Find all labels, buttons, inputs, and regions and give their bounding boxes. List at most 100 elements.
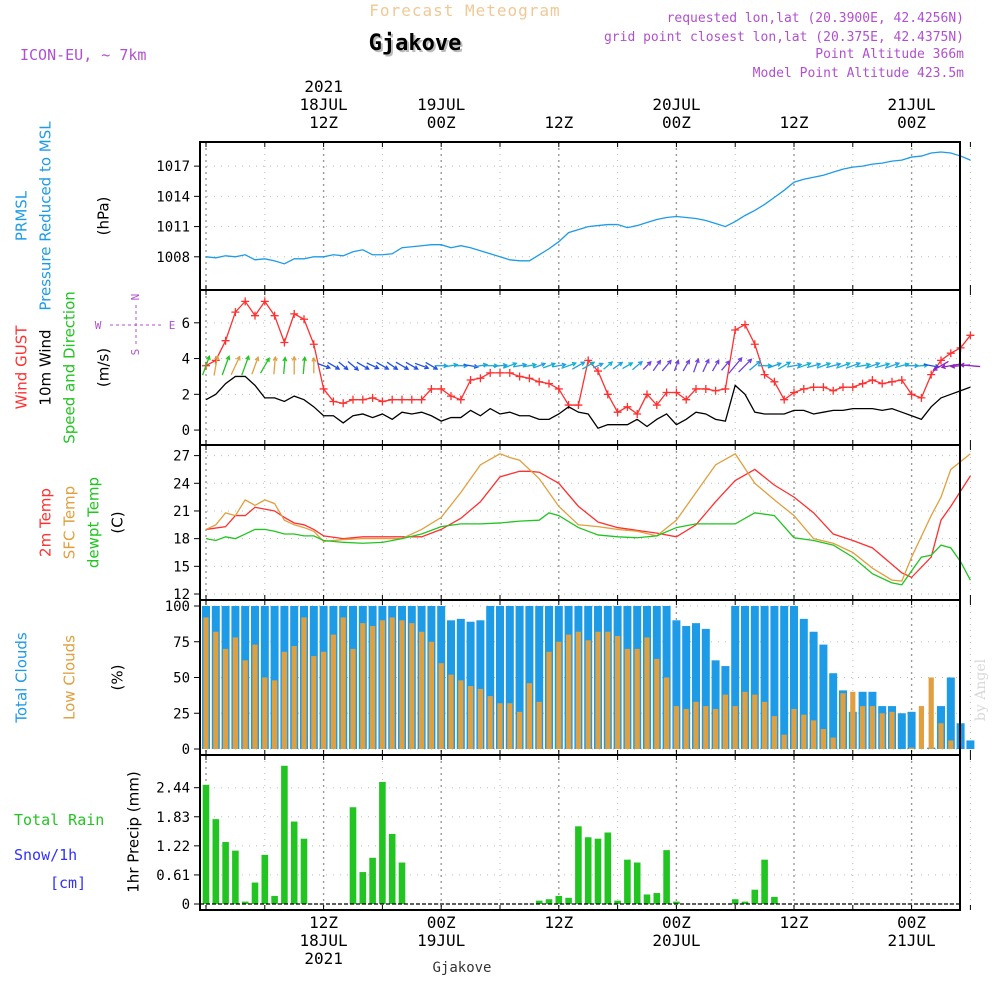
rain-bar bbox=[565, 897, 572, 904]
rain-bar bbox=[771, 896, 778, 904]
rain-bar bbox=[575, 826, 582, 904]
rain-bar bbox=[624, 859, 631, 904]
low-cloud-bar bbox=[869, 706, 875, 749]
wind-arrow bbox=[405, 361, 419, 370]
total-cloud-bar bbox=[760, 606, 769, 749]
y-tick-label: 75 bbox=[173, 635, 190, 651]
wind-arrow-head bbox=[747, 358, 753, 364]
low-cloud-bar bbox=[272, 680, 278, 749]
wind-arrow bbox=[642, 361, 652, 370]
gust-marker bbox=[456, 395, 465, 404]
low-cloud-bar bbox=[487, 696, 493, 749]
gust-marker bbox=[349, 395, 357, 404]
gust-marker bbox=[966, 331, 975, 340]
wind-arrow-head bbox=[214, 354, 220, 360]
point-altitude: Point Altitude 366m bbox=[815, 47, 964, 62]
y-tick-label: 12 bbox=[173, 587, 190, 603]
top-time-label: 18JUL bbox=[300, 95, 348, 114]
rain-bar bbox=[643, 894, 651, 904]
y-tick-label: 4 bbox=[182, 352, 190, 368]
total-cloud-bar bbox=[907, 711, 916, 749]
wind-arrow-head bbox=[433, 365, 439, 370]
wind-arrow-head bbox=[637, 360, 643, 366]
wind-arrow-head bbox=[550, 362, 557, 368]
y-tick-label: 0 bbox=[182, 742, 190, 758]
wind-arrow bbox=[865, 362, 880, 369]
total-cloud-bar bbox=[741, 606, 749, 749]
y-tick-label: 21 bbox=[173, 504, 190, 520]
top-time-label: 19JUL bbox=[417, 95, 465, 114]
wind-arrow-head bbox=[756, 360, 762, 366]
top-time-label: 12Z bbox=[780, 113, 809, 132]
rain-bar bbox=[281, 765, 288, 904]
low-cloud-bar bbox=[654, 658, 660, 749]
rain-bar bbox=[614, 900, 621, 904]
low-cloud-bar bbox=[546, 651, 552, 749]
low-cloud-bar bbox=[428, 641, 434, 749]
y-tick-label: 1008 bbox=[156, 250, 190, 266]
wind-arrow-head bbox=[618, 361, 624, 367]
wind-arrow bbox=[612, 361, 623, 370]
y-tick-label: 2 bbox=[182, 387, 190, 403]
rain-bar bbox=[359, 872, 367, 904]
wind-arrow-head bbox=[282, 356, 288, 362]
wind-arrow bbox=[502, 362, 517, 369]
total-cloud-bar bbox=[505, 606, 514, 749]
wind-arrow bbox=[221, 356, 230, 376]
snow-unit-label: [cm] bbox=[50, 874, 86, 892]
gust-marker bbox=[417, 395, 426, 404]
y-tick-label: 25 bbox=[173, 706, 190, 722]
bottom-time-label: 21JUL bbox=[888, 931, 936, 950]
snow-label: Snow/1h bbox=[14, 846, 77, 864]
gust-marker bbox=[643, 390, 651, 399]
gust-marker bbox=[398, 395, 406, 404]
wind-arrow-head bbox=[646, 360, 652, 366]
wind-arrow-head bbox=[836, 362, 842, 368]
low-cloud-bar bbox=[742, 691, 748, 749]
compass-s: S bbox=[129, 349, 142, 356]
low-cloud-bar bbox=[399, 620, 405, 749]
y-tick-label: 24 bbox=[173, 476, 190, 492]
gust-marker bbox=[300, 315, 308, 324]
wind-arrow-head bbox=[816, 362, 822, 368]
rain-bar bbox=[673, 901, 680, 904]
low-cloud-bar bbox=[281, 651, 287, 749]
top-time-label: 00Z bbox=[662, 113, 691, 132]
low-cloud-bar bbox=[409, 623, 415, 749]
gust-marker bbox=[270, 311, 279, 320]
wind-arrow-head bbox=[311, 356, 317, 362]
low-cloud-bar bbox=[840, 693, 846, 749]
panel-frame bbox=[199, 141, 961, 291]
total-cloud-bar bbox=[486, 606, 495, 749]
low-cloud-bar bbox=[595, 631, 601, 749]
gust-marker bbox=[574, 401, 583, 410]
rain-bar bbox=[751, 889, 759, 904]
wind-arrow bbox=[728, 357, 743, 374]
wind-arrow-head bbox=[865, 362, 872, 368]
rain-bar bbox=[535, 900, 543, 904]
wind-arrow bbox=[581, 361, 595, 370]
wind-arrow bbox=[347, 360, 359, 371]
total-cloud-bar bbox=[790, 606, 798, 749]
wind-arrow bbox=[273, 357, 276, 375]
series-line bbox=[205, 151, 971, 265]
y-tick-label: 0.61 bbox=[156, 868, 190, 884]
wind-arrow-head bbox=[580, 361, 586, 366]
low-cloud-bar bbox=[683, 708, 689, 749]
series-line bbox=[205, 452, 971, 582]
wind-arrow-head bbox=[502, 362, 509, 368]
gust-marker bbox=[799, 384, 808, 393]
wind-arrow bbox=[395, 361, 409, 370]
wind-arrow-head bbox=[656, 359, 662, 365]
low-cloud-bar bbox=[605, 631, 611, 749]
gust-marker bbox=[760, 370, 769, 379]
wind-arrow bbox=[251, 357, 259, 375]
gust-marker bbox=[447, 392, 455, 401]
low-cloud-bar bbox=[262, 677, 268, 749]
top-time-label: 2021 bbox=[304, 77, 343, 96]
gust-marker bbox=[251, 311, 259, 320]
bottom-time-label: 00Z bbox=[897, 913, 926, 932]
wind-arrow-head bbox=[364, 365, 370, 370]
wind-arrow bbox=[444, 363, 458, 368]
low-cloud-bar bbox=[526, 683, 532, 749]
